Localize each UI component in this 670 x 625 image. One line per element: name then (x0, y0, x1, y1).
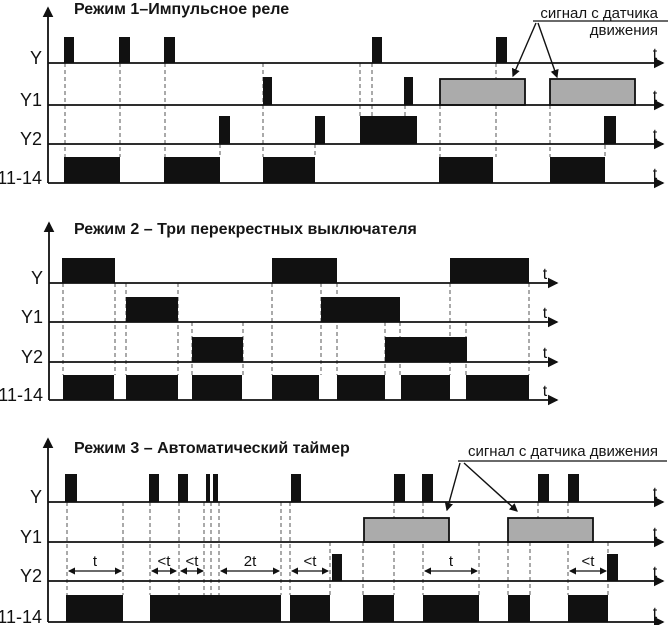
time-axis-label: t (653, 525, 658, 542)
pulse-black (550, 157, 605, 183)
motion-signal-pulse (549, 78, 636, 106)
row-label-Y2: Y2 (20, 129, 42, 149)
time-axis-label: t (543, 266, 548, 283)
section-3-title: Режим 3 – Автоматический таймер (74, 440, 350, 457)
pulse-black (63, 375, 114, 400)
duration-label: <t (304, 553, 318, 570)
pulse-black (607, 554, 618, 581)
pulse-black (272, 375, 319, 400)
pulse-black (363, 595, 394, 622)
time-axis-label: t (543, 305, 548, 322)
pulse-black (126, 297, 178, 322)
row-label-Y: Y (31, 268, 43, 288)
pulse-black (496, 37, 507, 63)
annotation-arrow (463, 462, 518, 512)
time-axis-label: t (653, 605, 658, 622)
pulse-black (206, 474, 210, 502)
pulse-black (213, 474, 218, 502)
pulse-black (192, 337, 243, 362)
pulse-black (385, 337, 467, 362)
duration-label: 2t (244, 553, 257, 570)
pulse-black (315, 116, 325, 144)
pulse-black (538, 474, 549, 502)
pulse-black (466, 375, 529, 400)
row-label-11-14: 11-14 (0, 385, 43, 405)
pulse-black (66, 595, 123, 622)
row-label-Y2: Y2 (21, 347, 43, 367)
motion-sensor-label-line2: движения (589, 22, 658, 39)
time-axis-label: t (653, 564, 658, 581)
row-label-Y1: Y1 (20, 90, 42, 110)
time-axis-label: t (653, 88, 658, 105)
motion-sensor-label-line1: сигнал с датчика (540, 5, 658, 22)
pulse-black (423, 595, 479, 622)
pulse-black (401, 375, 450, 400)
row-label-11-14: 11-14 (0, 168, 42, 188)
pulse-black (321, 297, 400, 322)
pulse-black (604, 116, 616, 144)
duration-label: t (93, 553, 98, 570)
motion-signal-pulse (507, 517, 594, 543)
pulse-black (372, 37, 382, 63)
duration-label: t (449, 553, 454, 570)
row-label-Y: Y (30, 48, 42, 68)
pulse-black (404, 77, 413, 105)
pulse-black (149, 474, 159, 502)
pulse-black (164, 157, 220, 183)
duration-label: <t (186, 553, 200, 570)
pulse-black (64, 157, 120, 183)
pulse-black (263, 157, 315, 183)
row-label-11-14: 11-14 (0, 607, 42, 625)
pulse-black (450, 258, 529, 283)
pulse-black (394, 474, 405, 502)
pulse-black (119, 37, 130, 63)
section-1-title: Режим 1–Импульсное реле (74, 1, 290, 18)
pulse-black (332, 554, 342, 581)
pulse-black (272, 258, 337, 283)
pulse-black (219, 116, 230, 144)
pulse-black (439, 157, 493, 183)
duration-label: <t (158, 553, 172, 570)
pulse-black (164, 37, 175, 63)
pulse-black (290, 595, 330, 622)
pulse-black (360, 116, 417, 144)
pulse-black (62, 258, 115, 283)
motion-sensor-label-mode3: сигнал с датчика движения (467, 443, 658, 460)
pulse-black (337, 375, 385, 400)
duration-label: <t (582, 553, 596, 570)
row-label-Y1: Y1 (21, 307, 43, 327)
pulse-black (422, 474, 433, 502)
pulse-black (126, 375, 178, 400)
row-label-Y: Y (30, 487, 42, 507)
pulse-black (263, 77, 272, 105)
row-label-Y1: Y1 (20, 527, 42, 547)
time-axis-label: t (543, 383, 548, 400)
annotation-arrow (444, 462, 461, 512)
time-axis-label: t (543, 345, 548, 362)
time-axis-label: t (653, 127, 658, 144)
section-2-title: Режим 2 – Три перекрестных выключателя (74, 221, 417, 238)
pulse-black (64, 37, 74, 63)
pulse-black (568, 474, 579, 502)
pulse-black (508, 595, 530, 622)
time-axis-label: t (653, 485, 658, 502)
row-label-Y2: Y2 (20, 566, 42, 586)
time-axis-label: t (653, 166, 658, 183)
pulse-black (65, 474, 77, 502)
annotation-arrow (511, 22, 537, 78)
pulse-black (291, 474, 301, 502)
time-axis-label: t (653, 46, 658, 63)
motion-signal-pulse (439, 78, 526, 106)
pulse-black (192, 375, 242, 400)
annotation-arrow (537, 22, 559, 79)
motion-signal-pulse (363, 517, 450, 543)
pulse-black (150, 595, 281, 622)
pulse-black (178, 474, 188, 502)
pulse-black (568, 595, 608, 622)
